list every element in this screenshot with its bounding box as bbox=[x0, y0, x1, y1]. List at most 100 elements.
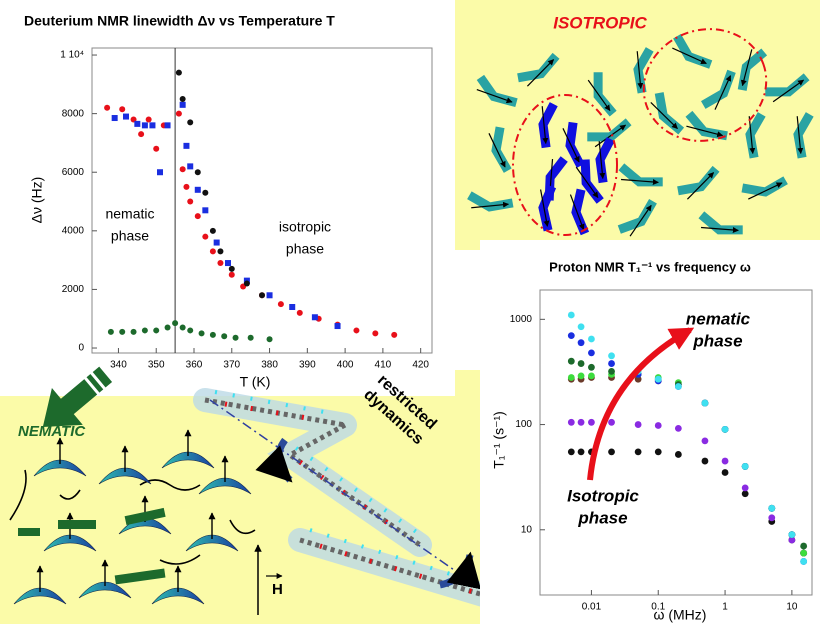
point bbox=[701, 399, 709, 407]
point bbox=[577, 339, 585, 347]
molecular-chains bbox=[193, 388, 512, 612]
x-tick-label: 360 bbox=[186, 360, 203, 371]
x-tick-label: 390 bbox=[299, 360, 316, 371]
x-tick-label: 0.01 bbox=[582, 602, 602, 613]
point bbox=[209, 248, 216, 255]
point bbox=[202, 233, 209, 240]
point bbox=[768, 514, 776, 522]
point bbox=[701, 437, 709, 445]
point bbox=[567, 374, 575, 381]
chart-title: Proton NMR T₁⁻¹ vs frequency ω bbox=[549, 259, 751, 274]
point bbox=[701, 457, 709, 465]
point bbox=[141, 122, 148, 129]
point bbox=[800, 549, 808, 557]
bar bbox=[124, 507, 166, 526]
point bbox=[588, 349, 595, 357]
point bbox=[213, 239, 220, 246]
point bbox=[221, 333, 228, 340]
point bbox=[634, 448, 642, 456]
point bbox=[107, 328, 114, 335]
point bbox=[567, 448, 575, 456]
point bbox=[243, 280, 250, 287]
point bbox=[179, 324, 186, 331]
point bbox=[111, 115, 118, 122]
point bbox=[588, 363, 595, 371]
y-tick-label: 0 bbox=[78, 343, 84, 354]
point bbox=[768, 504, 776, 512]
point bbox=[800, 542, 808, 550]
point bbox=[741, 463, 749, 470]
point bbox=[134, 120, 141, 127]
point bbox=[741, 484, 749, 492]
point bbox=[608, 360, 615, 367]
point bbox=[296, 309, 303, 316]
point bbox=[654, 375, 662, 383]
y-tick-label: 2000 bbox=[62, 284, 85, 295]
x-axis-label: T (K) bbox=[240, 374, 271, 390]
point bbox=[179, 95, 186, 102]
x-tick-label: 400 bbox=[337, 360, 354, 371]
point bbox=[175, 69, 182, 76]
annotation: Isotropic bbox=[567, 486, 639, 505]
annotation: phase bbox=[692, 331, 742, 350]
point bbox=[721, 457, 729, 465]
point bbox=[228, 271, 235, 278]
point bbox=[577, 418, 585, 426]
trend-arrow bbox=[587, 327, 695, 481]
annotation: isotropic bbox=[279, 219, 331, 235]
cluster-outline bbox=[512, 94, 618, 236]
annotation: phase bbox=[577, 508, 627, 527]
plot-frame bbox=[91, 47, 433, 354]
point bbox=[183, 183, 190, 190]
point bbox=[741, 490, 749, 498]
point bbox=[194, 169, 201, 176]
point bbox=[353, 327, 360, 334]
bar bbox=[58, 520, 96, 529]
y-tick-label: 4000 bbox=[62, 225, 85, 236]
point bbox=[175, 110, 182, 117]
point bbox=[164, 324, 171, 331]
point bbox=[228, 265, 235, 272]
y-axis-label: Δν (Hz) bbox=[29, 177, 45, 224]
bar bbox=[18, 528, 40, 536]
x-tick-label: 1 bbox=[722, 602, 728, 613]
point bbox=[149, 122, 156, 129]
y-axis-label: T₁⁻¹ (s⁻¹) bbox=[491, 411, 507, 469]
linewidth-panel bbox=[0, 0, 455, 396]
point bbox=[567, 332, 575, 340]
isotropic-molecules bbox=[467, 28, 810, 241]
point bbox=[608, 448, 615, 456]
point bbox=[130, 328, 137, 335]
point bbox=[217, 248, 224, 255]
point bbox=[634, 421, 642, 428]
x-tick-label: 370 bbox=[223, 360, 240, 371]
point bbox=[634, 375, 642, 383]
point bbox=[141, 327, 148, 334]
point bbox=[788, 531, 796, 538]
point bbox=[588, 418, 595, 426]
x-tick-label: 10 bbox=[786, 602, 798, 613]
point bbox=[674, 451, 682, 458]
y-tick-label: 10 bbox=[521, 524, 533, 535]
point bbox=[577, 323, 585, 331]
point bbox=[674, 383, 682, 390]
x-tick-label: 350 bbox=[148, 360, 165, 371]
chart-title: Deuterium NMR linewidth Δν vs Temperatur… bbox=[24, 13, 335, 29]
x-tick-label: 410 bbox=[375, 360, 392, 371]
point bbox=[187, 198, 194, 205]
point bbox=[157, 169, 163, 176]
nematic-molecules bbox=[9, 430, 256, 604]
point bbox=[217, 260, 224, 267]
point bbox=[721, 469, 729, 476]
x-tick-label: 340 bbox=[110, 360, 127, 371]
nematic-label: NEMATIC bbox=[18, 423, 86, 440]
point bbox=[183, 142, 190, 149]
point bbox=[119, 328, 126, 335]
point bbox=[187, 119, 194, 126]
point bbox=[138, 131, 145, 138]
point bbox=[187, 163, 194, 170]
point bbox=[145, 116, 152, 123]
point bbox=[202, 207, 209, 214]
point bbox=[567, 357, 575, 365]
point bbox=[721, 425, 729, 433]
